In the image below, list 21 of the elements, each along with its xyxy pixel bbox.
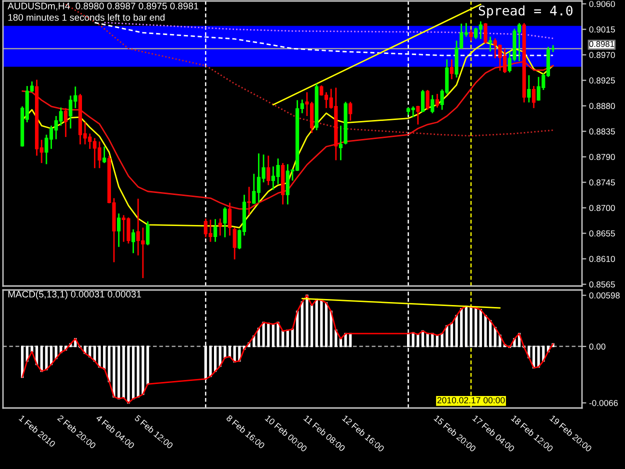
annotation: Spread = 4.0 [478, 5, 572, 18]
y-tick-label: 0.8970 [589, 52, 615, 58]
y-tick-label: -0.0066 [589, 400, 618, 406]
y-tick-label: 0.8700 [589, 204, 615, 212]
annotation: MACD(5,13,1) 0.00031 0.00031 [8, 290, 142, 300]
y-tick-label: 0.8835 [589, 128, 615, 135]
annotation: AUDUSDm,H4 0.8980 0.8987 0.8975 0.8981 [8, 2, 198, 10]
y-tick-label: 0.00598 [589, 292, 620, 299]
y-tick-label: 0.8610 [589, 256, 615, 262]
annotation: 180 minutes 1 seconds left to bar end [8, 14, 165, 21]
ref-line-label: 0.8981 [589, 41, 614, 47]
y-tick-label: 0.8925 [589, 77, 615, 84]
y-tick-label: 0.8790 [589, 154, 615, 160]
y-tick-label: 0.9060 [589, 0, 615, 8]
y-tick-label: 0.8880 [589, 102, 615, 110]
y-tick-label: 0.00 [589, 344, 606, 350]
y-tick-label: 0.8745 [589, 179, 615, 186]
ref-line-label: 2010.02.17 00:00 [437, 397, 505, 404]
y-tick-label: 0.8565 [589, 281, 615, 288]
y-tick-label: 0.8655 [589, 230, 615, 237]
y-tick-label: 0.9015 [589, 26, 615, 33]
